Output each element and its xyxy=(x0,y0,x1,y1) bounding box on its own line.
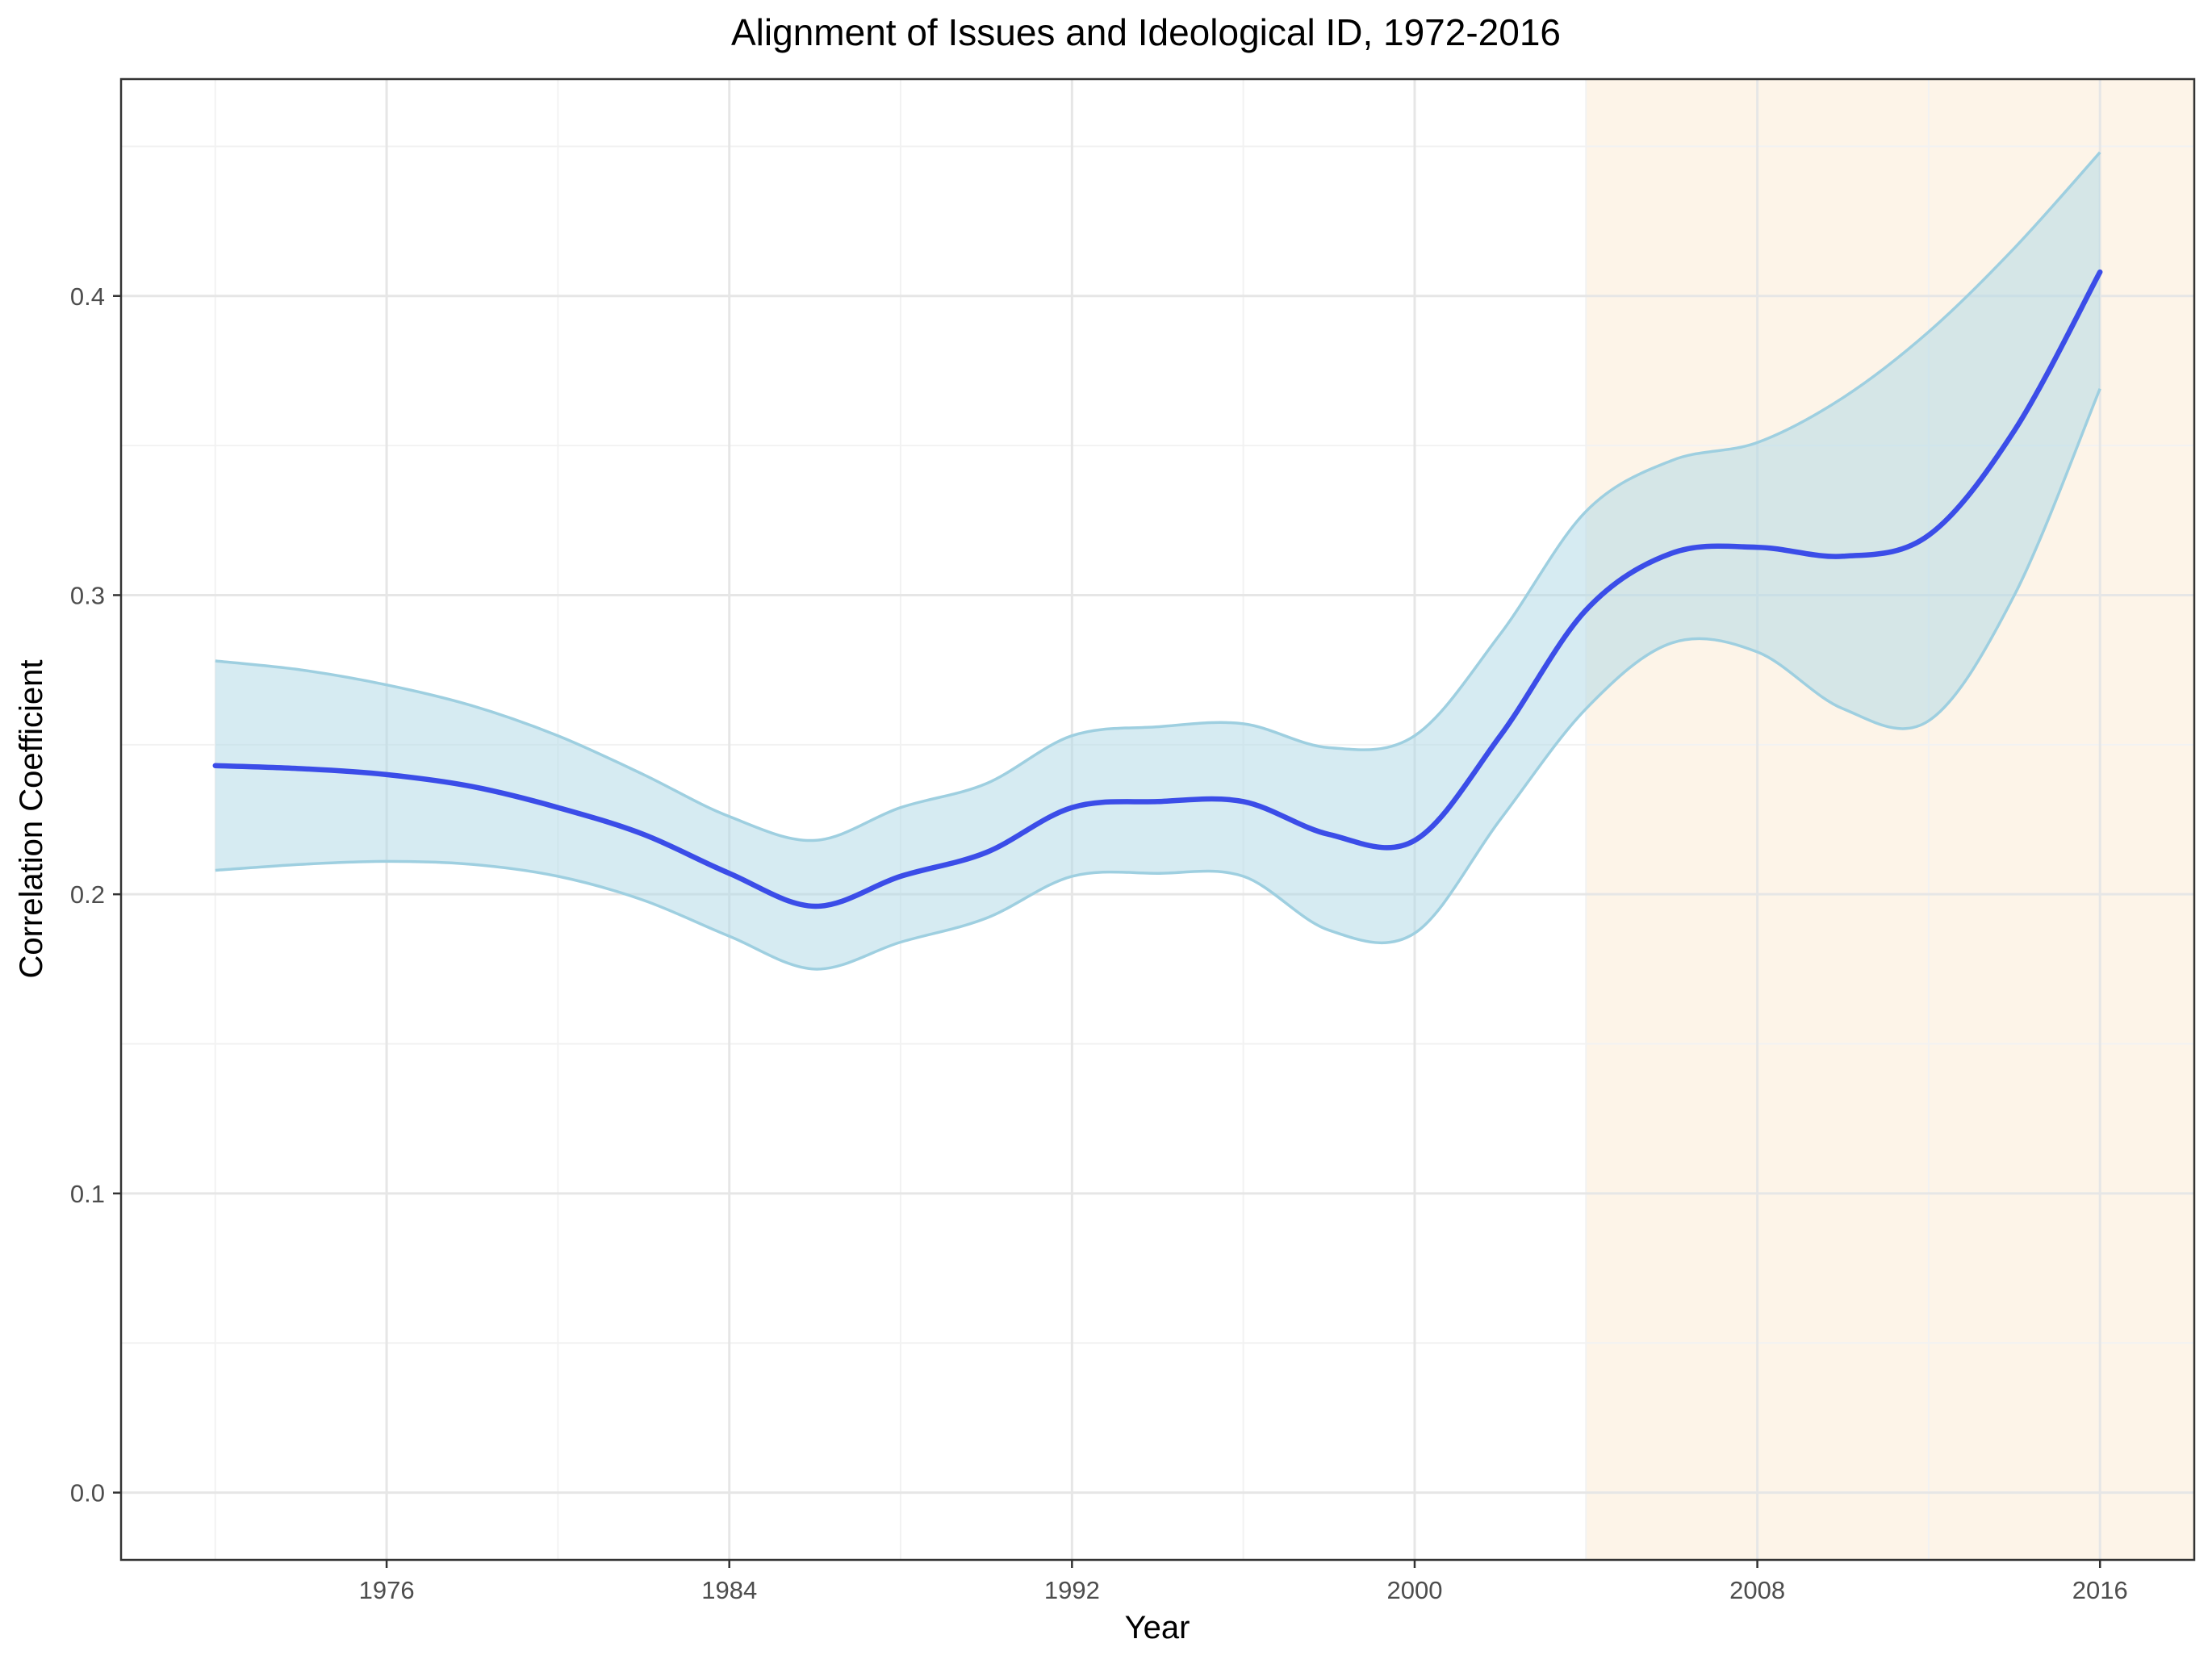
chart-title: Alignment of Issues and Ideological ID, … xyxy=(731,11,1561,53)
ribbon-upper-edge xyxy=(215,151,2101,842)
panel-border xyxy=(119,77,2196,1562)
y-tick-label: 0.3 xyxy=(70,581,105,609)
highlight-region xyxy=(1586,79,2194,1560)
ribbon-lower-edge xyxy=(215,388,2101,971)
confidence-ribbon xyxy=(215,152,2101,969)
x-tick-label: 2008 xyxy=(1729,1576,1785,1604)
y-tick-label: 0.2 xyxy=(70,880,105,909)
y-tick-label: 0.0 xyxy=(70,1479,105,1507)
x-axis: 1976 1984 1992 2000 2008 2016 xyxy=(359,1560,2128,1604)
x-tick-label: 1992 xyxy=(1044,1576,1100,1604)
x-axis-title: Year xyxy=(1125,1610,1190,1645)
trend-line-layer xyxy=(212,269,2103,909)
x-tick-label: 1984 xyxy=(701,1576,757,1604)
x-tick-label: 2016 xyxy=(2072,1576,2128,1604)
x-tick-label: 2000 xyxy=(1386,1576,1442,1604)
y-tick-label: 0.1 xyxy=(70,1180,105,1208)
trend-line xyxy=(212,269,2103,909)
y-axis: 0.0 0.1 0.2 0.3 0.4 xyxy=(70,282,121,1507)
x-tick-label: 1976 xyxy=(359,1576,415,1604)
plot-panel xyxy=(119,77,2196,1562)
y-tick-label: 0.4 xyxy=(70,282,105,311)
highlight-layer xyxy=(1586,79,2194,1560)
confidence-ribbon-layer xyxy=(215,151,2101,971)
y-axis-title: Correlation Coefficient xyxy=(14,659,49,978)
